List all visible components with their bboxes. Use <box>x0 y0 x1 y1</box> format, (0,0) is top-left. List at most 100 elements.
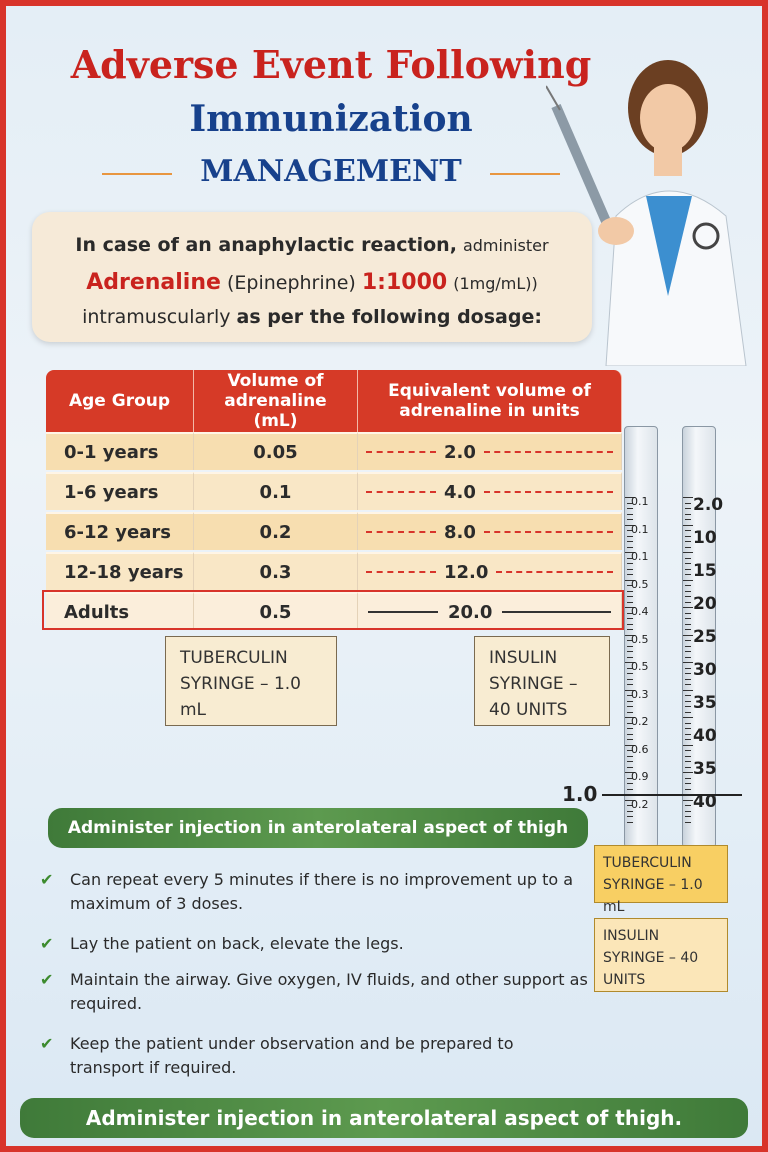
scale-tick <box>685 601 691 603</box>
scale-tick <box>685 535 691 537</box>
table-cell: 6-12 years <box>46 512 194 550</box>
cell-text: 12.0 <box>444 561 489 583</box>
scale-tick <box>627 629 633 630</box>
bullet-text: Lay the patient on back, elevate the leg… <box>70 934 404 953</box>
scale-label: 0.5 <box>631 632 649 646</box>
scale-tick <box>685 816 691 817</box>
scale-tick <box>627 700 633 702</box>
scale-tick <box>627 574 633 575</box>
leader <box>483 491 613 493</box>
scale-tick <box>685 596 691 597</box>
scale-tick <box>627 777 633 779</box>
scale-tick <box>683 524 693 526</box>
cell-text: 0-1 years <box>64 441 159 463</box>
table-cell: 0-1 years <box>46 432 194 470</box>
table-cell: 0.05 <box>194 432 358 470</box>
check-icon: ✔ <box>40 870 54 889</box>
scale-tick <box>685 761 691 762</box>
scale-tick <box>627 750 633 751</box>
cell-text: 8.0 <box>444 521 476 543</box>
scale-tick <box>685 513 691 515</box>
check-icon: ✔ <box>40 1034 54 1053</box>
cell-text: Adults <box>64 601 130 623</box>
intro-box: In case of an anaphylactic reaction, adm… <box>32 212 592 342</box>
scale-tick <box>625 717 635 718</box>
cell-text: 0.5 <box>259 601 292 623</box>
scale-tick <box>627 788 633 790</box>
scale-tick <box>627 645 633 647</box>
scale-tick <box>683 689 693 691</box>
leader <box>368 611 438 613</box>
check-icon: ✔ <box>40 970 54 989</box>
scale-tick <box>685 623 691 625</box>
scale-tick <box>685 722 691 724</box>
scale-tick <box>685 706 691 707</box>
bullet-text: Maintain the airway. Give oxygen, IV flu… <box>70 970 588 1013</box>
table-cell: 0.5 <box>194 592 358 630</box>
text: 1:1000 <box>361 270 448 295</box>
scale-tick <box>683 799 693 801</box>
table-cell: Adults <box>46 592 194 630</box>
scale-tick <box>625 744 635 746</box>
scale-label: 35 <box>693 759 717 779</box>
table-cell: 0.3 <box>194 552 358 590</box>
scale-tick <box>683 634 693 636</box>
cell-text: 0.3 <box>259 561 292 583</box>
scale-label: 0.5 <box>631 577 649 591</box>
scale-tick <box>627 546 633 548</box>
cell-text: 0.2 <box>259 521 292 543</box>
bullet-text: Keep the patient under observation and b… <box>70 1034 514 1077</box>
scale-tick <box>683 662 693 663</box>
scale-label: 0.1 <box>631 495 649 508</box>
scale-tick <box>625 579 635 581</box>
scale-tick <box>683 497 693 498</box>
scale-label: 2.0 <box>693 495 724 515</box>
scale-tick <box>685 568 691 570</box>
table-header: Equivalent volume of adrenaline in units <box>358 370 622 432</box>
scale-tick <box>627 810 633 812</box>
scale-tick <box>627 821 633 823</box>
scale-tick <box>627 612 633 614</box>
scale-tick <box>685 678 691 680</box>
scale-tick <box>627 711 633 713</box>
marker-label: 1.0 <box>562 782 598 806</box>
intro-line: Adrenaline (Epinephrine) 1:1000 (1mg/mL)… <box>32 270 592 295</box>
text: Adrenaline <box>86 270 221 295</box>
scale-tick <box>685 546 691 548</box>
scale-tick <box>685 750 691 751</box>
scale-tick <box>685 508 691 509</box>
text: administer <box>462 236 549 255</box>
insulin-syringe: 2.0 10 15 20 25 30 35 40 35 40 <box>682 426 723 848</box>
ornament <box>490 173 560 175</box>
scale-tick <box>625 689 635 691</box>
cell-text: 1-6 years <box>64 481 159 503</box>
scale-tick <box>627 766 633 768</box>
scale-tick <box>685 557 691 559</box>
table-header: Age Group <box>46 370 194 432</box>
side-label: INSULIN SYRINGE – 40 UNITS <box>594 918 728 992</box>
table-cell: 2.0 <box>358 432 622 470</box>
leader <box>483 531 613 533</box>
table-cell: 20.0 <box>358 592 622 630</box>
intro-line: intramuscularly as per the following dos… <box>32 306 592 328</box>
scale-label: 0.5 <box>631 660 649 673</box>
scale-tick <box>627 585 633 586</box>
scale-label: 40 <box>693 726 717 746</box>
scale-tick <box>625 497 635 498</box>
table-cell: 12.0 <box>358 552 622 590</box>
scale-tick <box>685 640 691 641</box>
row-highlight <box>42 590 624 630</box>
scale-tick <box>627 761 633 762</box>
leader <box>483 451 613 453</box>
marker-line <box>602 794 742 796</box>
scale-tick <box>685 695 691 696</box>
leader <box>366 451 436 453</box>
scale-tick <box>627 502 633 504</box>
scale-tick <box>685 728 691 729</box>
cell-text: 0.1 <box>259 481 292 503</box>
title-line-2: Immunization <box>189 98 473 140</box>
footer-banner: Administer injection in anterolateral as… <box>20 1098 748 1138</box>
scale-label: 10 <box>693 528 717 548</box>
scale-tick <box>627 656 633 658</box>
